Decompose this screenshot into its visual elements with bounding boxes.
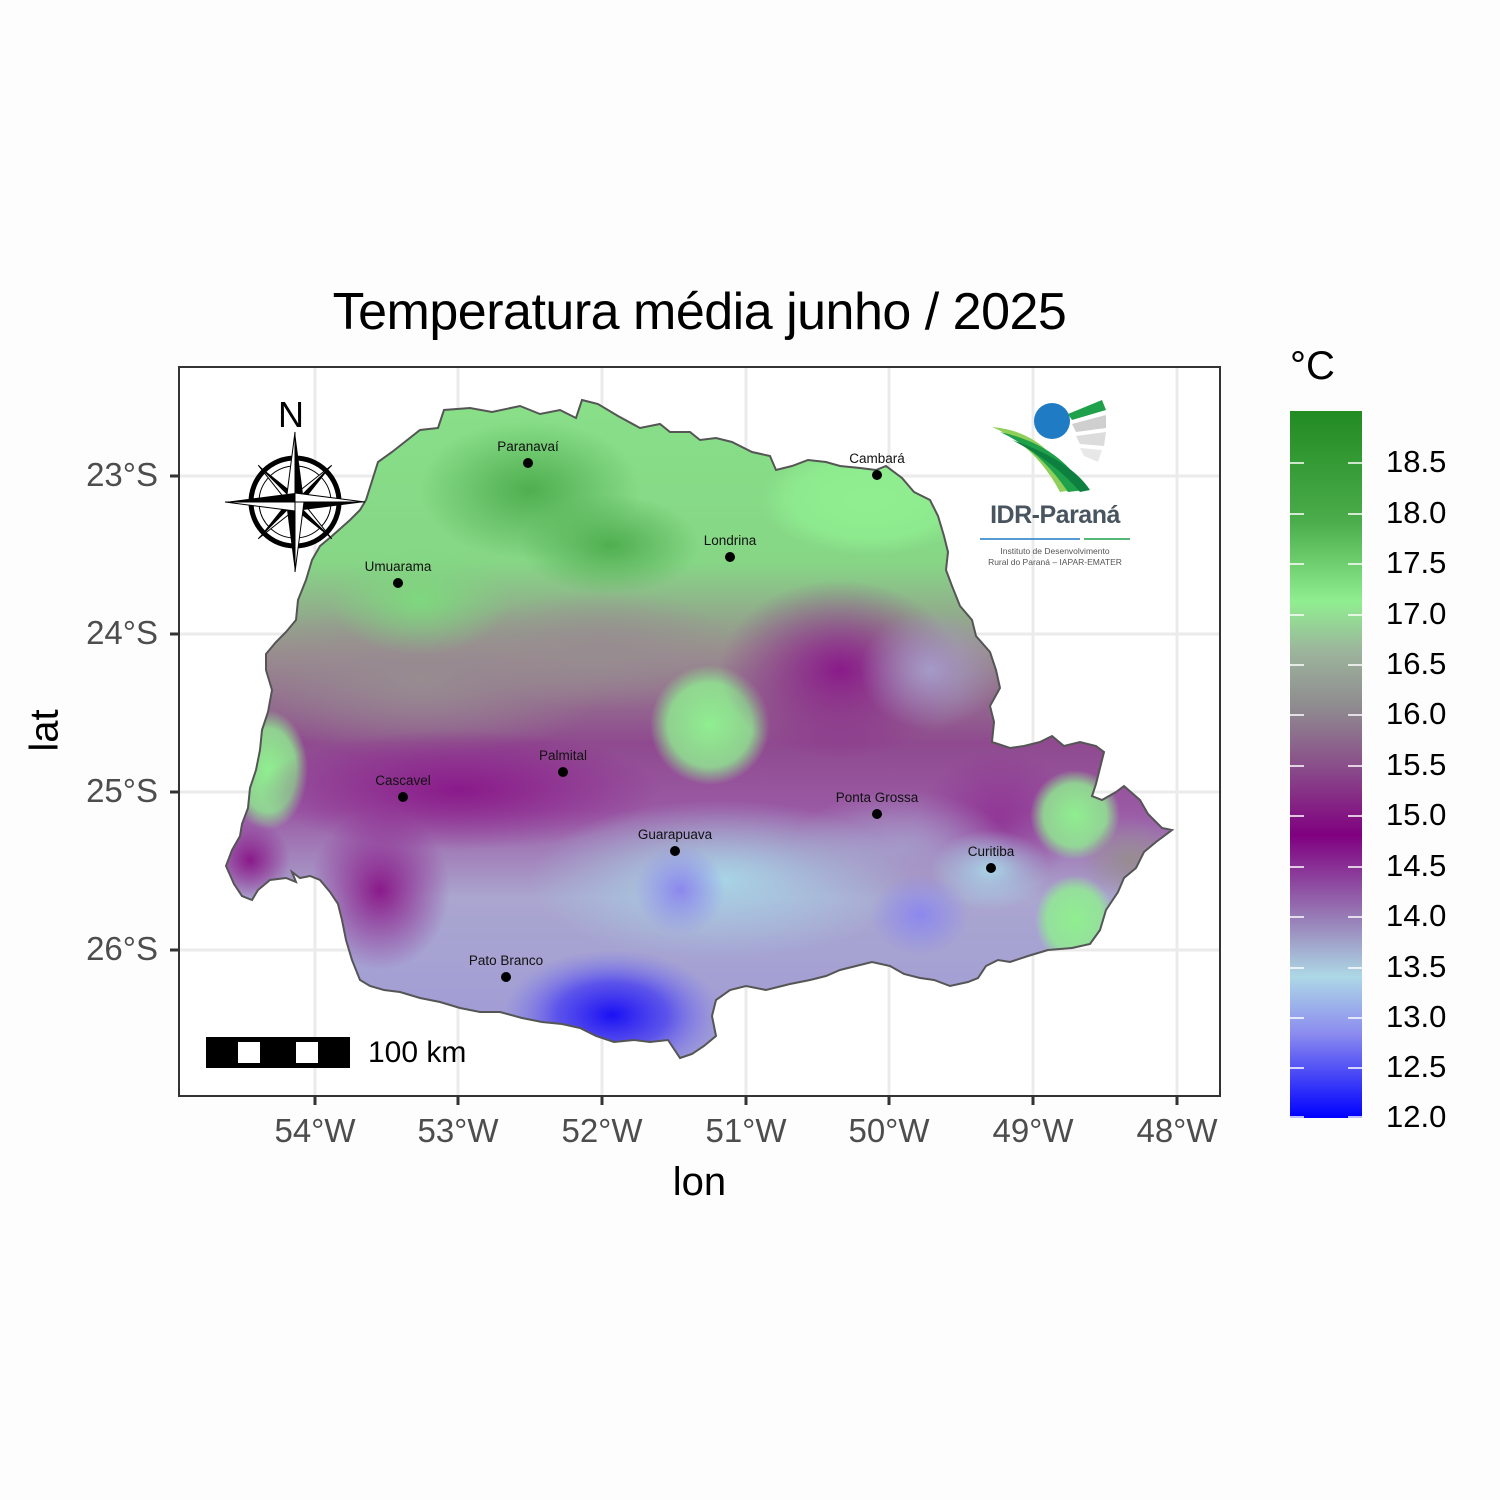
city-londrina: Londrina <box>704 533 757 562</box>
svg-text:Curitiba: Curitiba <box>968 844 1015 859</box>
x-tick-label: 49°W <box>992 1112 1074 1149</box>
x-tick-label: 54°W <box>274 1112 356 1149</box>
city-pato-branco: Pato Branco <box>469 953 543 982</box>
logo-subtitle-1: Instituto de Desenvolvimento <box>1000 546 1110 556</box>
y-axis-title: lat <box>22 709 67 752</box>
svg-text:Londrina: Londrina <box>704 533 757 548</box>
x-tick-label: 51°W <box>705 1112 787 1149</box>
legend-label: 18.5 <box>1386 444 1447 479</box>
legend-title: °C <box>1290 344 1335 388</box>
chart-title: Temperatura média junho / 2025 <box>332 283 1067 341</box>
logo-subtitle-2: Rural do Paraná – IAPAR-EMATER <box>988 557 1122 567</box>
x-tick-label: 50°W <box>848 1112 930 1149</box>
legend-label: 12.0 <box>1386 1099 1447 1134</box>
compass-rose-icon <box>224 431 366 573</box>
legend-label: 16.5 <box>1386 646 1447 681</box>
north-label: N <box>278 394 304 435</box>
legend-label: 15.0 <box>1386 797 1447 832</box>
legend-label: 13.5 <box>1386 949 1447 984</box>
legend-label: 18.0 <box>1386 495 1447 530</box>
x-axis-title: lon <box>672 1160 727 1204</box>
legend-label: 17.5 <box>1386 545 1447 580</box>
svg-text:Paranavaí: Paranavaí <box>497 439 559 454</box>
svg-text:Pato Branco: Pato Branco <box>469 953 543 968</box>
city-paranavai: Paranavaí <box>497 439 559 468</box>
legend-label: 13.0 <box>1386 999 1447 1034</box>
city-cascavel: Cascavel <box>375 773 431 802</box>
scale-bar-label: 100 km <box>368 1036 467 1069</box>
x-tick-label: 52°W <box>561 1112 643 1149</box>
city-curitiba: Curitiba <box>968 844 1015 873</box>
idr-parana-logo: IDR-Paraná Instituto de Desenvolvimento … <box>975 395 1140 575</box>
city-cambara: Cambará <box>849 451 905 480</box>
legend-label: 12.5 <box>1386 1049 1447 1084</box>
y-tick-label: 26°S <box>86 930 158 967</box>
logo-name: IDR-Paraná <box>990 501 1120 529</box>
y-tick-label: 24°S <box>86 614 158 651</box>
legend-label: 14.0 <box>1386 898 1447 933</box>
city-guarapuava: Guarapuava <box>638 827 713 856</box>
city-markers: Paranavaí Cambará Londrina Umuarama Palm… <box>365 439 1015 982</box>
panel-border <box>178 366 1221 1097</box>
svg-text:Guarapuava: Guarapuava <box>638 827 713 842</box>
svg-text:Cascavel: Cascavel <box>375 773 431 788</box>
svg-text:Umuarama: Umuarama <box>365 559 432 574</box>
axis-ticks <box>170 474 1179 1105</box>
city-palmital: Palmital <box>539 748 587 777</box>
scale-bar <box>206 1037 350 1068</box>
svg-text:Ponta Grossa: Ponta Grossa <box>836 790 919 805</box>
svg-text:Cambará: Cambará <box>849 451 905 466</box>
y-tick-label: 23°S <box>86 456 158 493</box>
legend-label: 14.5 <box>1386 848 1447 883</box>
legend-label: 17.0 <box>1386 596 1447 631</box>
city-ponta-grossa: Ponta Grossa <box>836 790 919 819</box>
x-tick-label: 53°W <box>417 1112 499 1149</box>
legend-label: 16.0 <box>1386 696 1447 731</box>
city-umuarama: Umuarama <box>365 559 432 588</box>
y-tick-label: 25°S <box>86 772 158 809</box>
idr-logo-icon <box>980 400 1130 540</box>
legend-label: 15.5 <box>1386 747 1447 782</box>
colorbar <box>1290 411 1362 1118</box>
svg-text:Palmital: Palmital <box>539 748 587 763</box>
x-tick-label: 48°W <box>1136 1112 1218 1149</box>
